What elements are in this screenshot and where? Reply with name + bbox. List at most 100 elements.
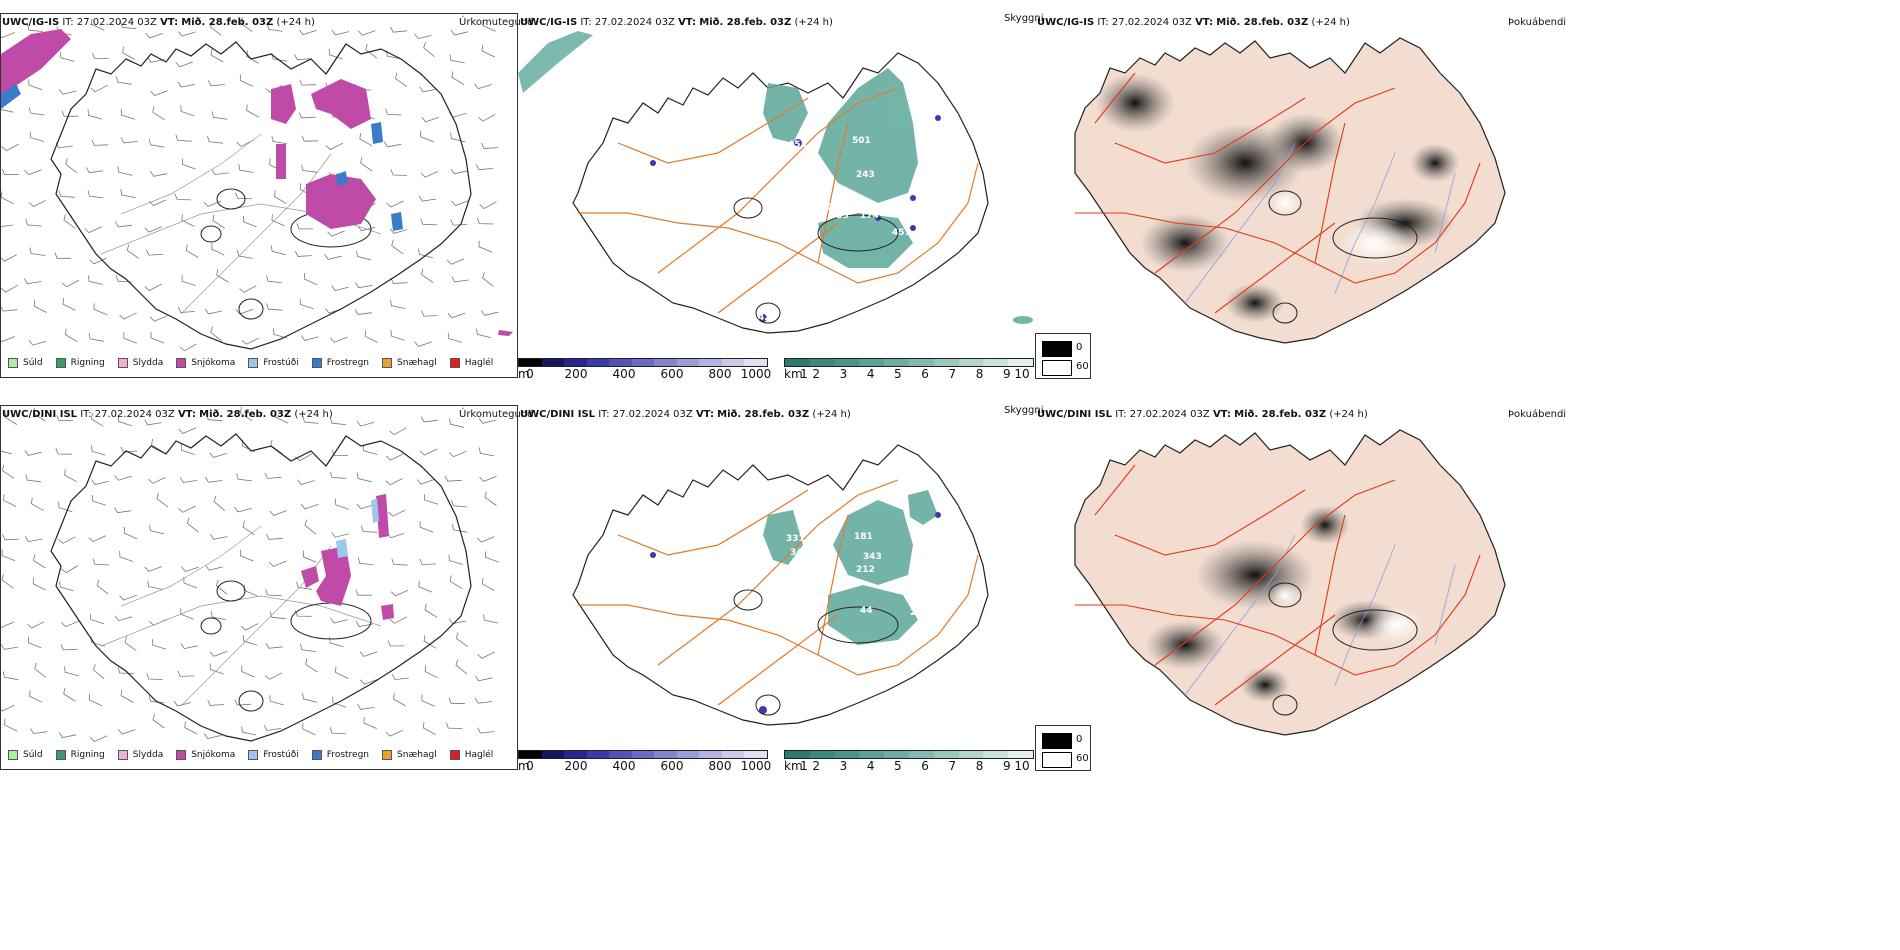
- wind-barb: [144, 419, 162, 426]
- legend-label: Snjókoma: [191, 358, 236, 368]
- wind-barb: [391, 558, 408, 566]
- wind-barb: [300, 504, 319, 510]
- vis-value-label: 26: [904, 588, 917, 598]
- colorbar-segment: [519, 751, 542, 758]
- colorbar-segment: [958, 751, 984, 758]
- wind-barb: [449, 418, 465, 428]
- wind-barb: [209, 650, 228, 657]
- scale-tick-label: 0: [526, 367, 534, 381]
- colorbar-segment: [744, 359, 768, 366]
- panel-header-row2-a: UWC/DINI ISL IT: 27.02.2024 03Z VT: Mið.…: [2, 409, 333, 420]
- wind-barb: [479, 201, 497, 209]
- wind-barb: [455, 632, 468, 647]
- scale-tick-label: 1000: [740, 759, 772, 773]
- wind-barb: [152, 713, 165, 729]
- wind-barb: [300, 643, 316, 652]
- legend-item: Rigning: [55, 358, 105, 368]
- scale-tick-label: 10: [1014, 367, 1030, 381]
- vt-label: VT:: [678, 17, 697, 28]
- vt-value: Mið. 28.feb. 03Z: [181, 17, 274, 28]
- wind-barb: [266, 303, 283, 311]
- wind-barb: [28, 340, 47, 346]
- wind-barb: [390, 169, 408, 176]
- legend-item: Frostregn: [311, 358, 369, 368]
- lead-time: (+24 h): [794, 17, 833, 28]
- wind-barb: [180, 444, 195, 455]
- m-ticks-row1: m 0 200 400 600 800 1000: [518, 367, 771, 381]
- wind-barb: [422, 721, 436, 735]
- wind-barb: [299, 79, 317, 86]
- wind-barb: [421, 694, 435, 707]
- vis-value-label: 257: [910, 608, 929, 618]
- wind-barb: [297, 479, 315, 485]
- wind-barb: [144, 283, 162, 291]
- wind-barb: [33, 300, 47, 313]
- legend-label: Frostregn: [326, 750, 370, 760]
- wind-barb: [119, 594, 137, 601]
- wind-barb: [122, 46, 136, 60]
- wind-barb: [356, 250, 372, 261]
- colorbar-segment: [884, 751, 909, 758]
- fog-legend-white: [1042, 360, 1072, 376]
- legend-label: Slydda: [132, 750, 164, 760]
- colorbar-segment: [541, 751, 565, 758]
- wind-barb: [28, 107, 45, 116]
- wind-barb: [450, 132, 465, 143]
- wind-barb: [177, 670, 195, 677]
- wind-barb: [386, 532, 405, 539]
- scale-tick-label: 3: [839, 367, 848, 381]
- wind-barb: [357, 30, 376, 36]
- wind-barb: [303, 272, 318, 286]
- colorbar-segment: [699, 359, 722, 366]
- wind-barb: [360, 679, 378, 685]
- scale-tick-label: 4: [866, 367, 875, 381]
- wind-barb: [27, 24, 44, 32]
- scale-unit: m: [518, 367, 530, 381]
- wind-barb: [269, 510, 288, 516]
- wind-barb: [119, 550, 134, 562]
- glacier-outlines: [733, 589, 899, 716]
- wind-barb: [60, 644, 78, 651]
- wind-barb: [414, 341, 432, 347]
- colorbar-segment: [721, 359, 745, 366]
- wind-barb: [179, 343, 197, 352]
- wind-barb: [91, 445, 106, 456]
- precip-snow-areas: [1, 29, 376, 229]
- wind-barb: [89, 735, 108, 742]
- vis-value-label: 457: [892, 228, 911, 238]
- legend-swatch: [248, 358, 259, 368]
- wind-barb: [30, 497, 44, 511]
- wind-barb: [209, 452, 228, 458]
- legend-item: Haglél: [449, 750, 493, 760]
- wind-barb: [391, 674, 409, 681]
- wind-barb: [120, 189, 136, 199]
- colorbar-segment: [908, 751, 934, 758]
- wind-barb: [478, 418, 497, 424]
- panel-title-precip-type: Úrkomutegund: [459, 409, 534, 420]
- wind-barb: [477, 651, 495, 659]
- wind-barb: [215, 579, 228, 595]
- wind-barb: [475, 164, 493, 171]
- wind-barb: [55, 142, 73, 149]
- wind-barb: [210, 326, 223, 342]
- vis-teal-areas: [763, 490, 938, 645]
- fog-legend-black: [1042, 341, 1072, 357]
- wind-barb: [88, 693, 103, 707]
- wind-barb: [296, 223, 313, 230]
- wind-barb: [149, 619, 167, 626]
- vis-value-label: 243: [856, 170, 875, 180]
- legend-swatch: [8, 750, 18, 760]
- wind-barb: [476, 328, 492, 338]
- colorbar-segment: [1008, 359, 1033, 366]
- vt-value: Mið. 28.feb. 03Z: [717, 409, 810, 420]
- wind-barb: [91, 18, 105, 31]
- wind-barb: [211, 169, 229, 175]
- wind-barb: [355, 621, 373, 627]
- km-ticks-row1: km 1 2 3 4 5 6 7 8 9 10: [784, 367, 1034, 381]
- wind-barb: [365, 43, 378, 59]
- colorbar-segment: [983, 359, 1009, 366]
- fog-dark-patches: [1145, 505, 1425, 703]
- wind-barb: [327, 230, 345, 237]
- wind-barb: [359, 651, 378, 657]
- wind-barb: [329, 471, 347, 479]
